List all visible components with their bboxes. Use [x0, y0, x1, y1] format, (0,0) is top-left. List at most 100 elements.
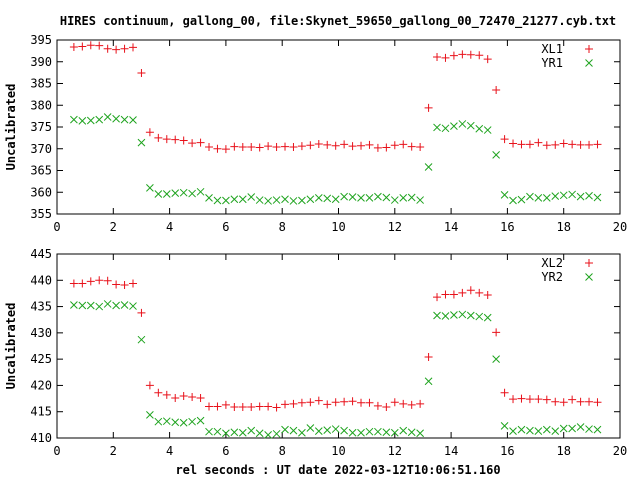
legend-label-xl2: XL2 — [541, 256, 563, 270]
yr2-point — [441, 312, 450, 320]
xl2-point — [145, 381, 154, 390]
bottom-y-tick-label: 425 — [30, 352, 52, 366]
yr2-point — [306, 424, 315, 432]
top-y-tick-label: 380 — [30, 98, 52, 112]
xl1-point — [449, 51, 458, 60]
bottom-x-tick-label: 4 — [166, 444, 173, 458]
yr1-point — [238, 195, 247, 204]
xl2-point — [120, 281, 129, 290]
yr1-point — [500, 191, 509, 199]
xl1-point — [247, 143, 256, 152]
bottom-x-tick-label: 6 — [222, 444, 229, 458]
yr2-point — [424, 377, 433, 386]
xl1-point — [314, 139, 323, 148]
legend-label-yr1: YR1 — [541, 56, 563, 70]
xl2-point — [551, 397, 560, 406]
yr2-point — [466, 311, 475, 320]
yr1-point — [179, 188, 188, 197]
yr2-point — [568, 424, 576, 433]
yr1-point — [120, 115, 129, 124]
yr1-point — [509, 196, 517, 205]
xl2-point — [542, 395, 551, 404]
yr2-point — [137, 335, 146, 344]
bottom-y-tick-label: 445 — [30, 247, 52, 261]
yr2-point — [407, 428, 416, 437]
yr1-point — [534, 194, 543, 202]
yr1-point — [551, 192, 560, 201]
yr1-point — [357, 194, 365, 202]
yr2-point — [585, 425, 593, 433]
xl2-point — [255, 402, 264, 411]
yr2-point — [222, 429, 230, 438]
yr2-point — [374, 427, 382, 436]
bottom-x-tick-label: 2 — [110, 444, 117, 458]
yr2-point — [247, 426, 256, 435]
xl1-point — [154, 133, 163, 142]
bottom-plot-panel: 410 415 420 425 430 435 440 445 0 2 4 6 8 10 12 14 16 18 2… — [4, 247, 627, 458]
xl2-point — [416, 399, 425, 408]
yr1-point — [576, 192, 585, 201]
yr2-point — [559, 424, 568, 433]
xl2-point — [500, 388, 509, 397]
yr2-point — [526, 426, 534, 435]
yr2-point — [390, 428, 399, 437]
xl2-point — [162, 390, 171, 399]
yr1-point — [205, 194, 213, 202]
xl1-point — [407, 142, 416, 151]
xl2-point — [399, 399, 408, 408]
yr2-point — [129, 302, 137, 310]
yr1-point — [399, 194, 408, 202]
xl2-point — [390, 398, 399, 407]
bottom-x-tick-label: 14 — [444, 444, 458, 458]
yr1-point — [407, 193, 416, 202]
xl1-point — [509, 139, 518, 148]
xl1-point — [441, 53, 450, 62]
top-x-tick-label: 6 — [222, 220, 229, 234]
yr1-point — [281, 195, 289, 204]
xl1-point — [357, 141, 366, 150]
xl1-point — [323, 140, 332, 149]
xl1-point — [112, 45, 121, 54]
xl1-point — [86, 41, 95, 50]
xl2-point — [525, 395, 534, 404]
yr2-point — [340, 426, 348, 435]
xl1-point — [433, 52, 442, 61]
yr1-point — [213, 196, 222, 205]
xl1-point — [382, 143, 391, 152]
xl2-point — [221, 400, 230, 409]
yr1-point — [314, 194, 323, 202]
xl1-point — [551, 140, 560, 149]
top-x-tick-label: 14 — [444, 220, 458, 234]
yr1-point — [103, 113, 112, 121]
yr2-point — [357, 428, 365, 437]
top-y-tick-label: 395 — [30, 33, 52, 47]
yr2-point — [213, 427, 222, 436]
legend-marker-xl2 — [585, 259, 593, 267]
x-axis-label: rel seconds : UT date 2022-03-12T10:06:5… — [175, 463, 500, 477]
xl1-point — [466, 50, 475, 59]
top-x-tick-label: 2 — [110, 220, 117, 234]
bottom-x-tick-label: 12 — [388, 444, 402, 458]
bottom-plot-frame — [56, 253, 621, 439]
xl1-point — [196, 138, 205, 147]
top-x-tick-label: 8 — [279, 220, 286, 234]
xl1-point — [264, 142, 273, 151]
yr1-point — [272, 196, 281, 204]
xl1-point — [340, 140, 349, 149]
xl1-point — [230, 142, 239, 151]
yr2-point — [551, 427, 560, 436]
bottom-y-tick-label: 435 — [30, 300, 52, 314]
yr2-point — [196, 416, 205, 425]
xl1-point — [297, 142, 306, 151]
xl2-point — [568, 395, 577, 404]
xl1-point — [475, 51, 484, 60]
xl2-point — [449, 290, 458, 299]
xl2-point — [238, 402, 247, 411]
xl2-point — [314, 396, 323, 405]
yr1-point — [568, 190, 576, 199]
yr2-point — [255, 429, 264, 438]
xl1-point — [534, 138, 543, 147]
xl1-point — [306, 141, 315, 150]
yr1-point — [264, 197, 272, 205]
